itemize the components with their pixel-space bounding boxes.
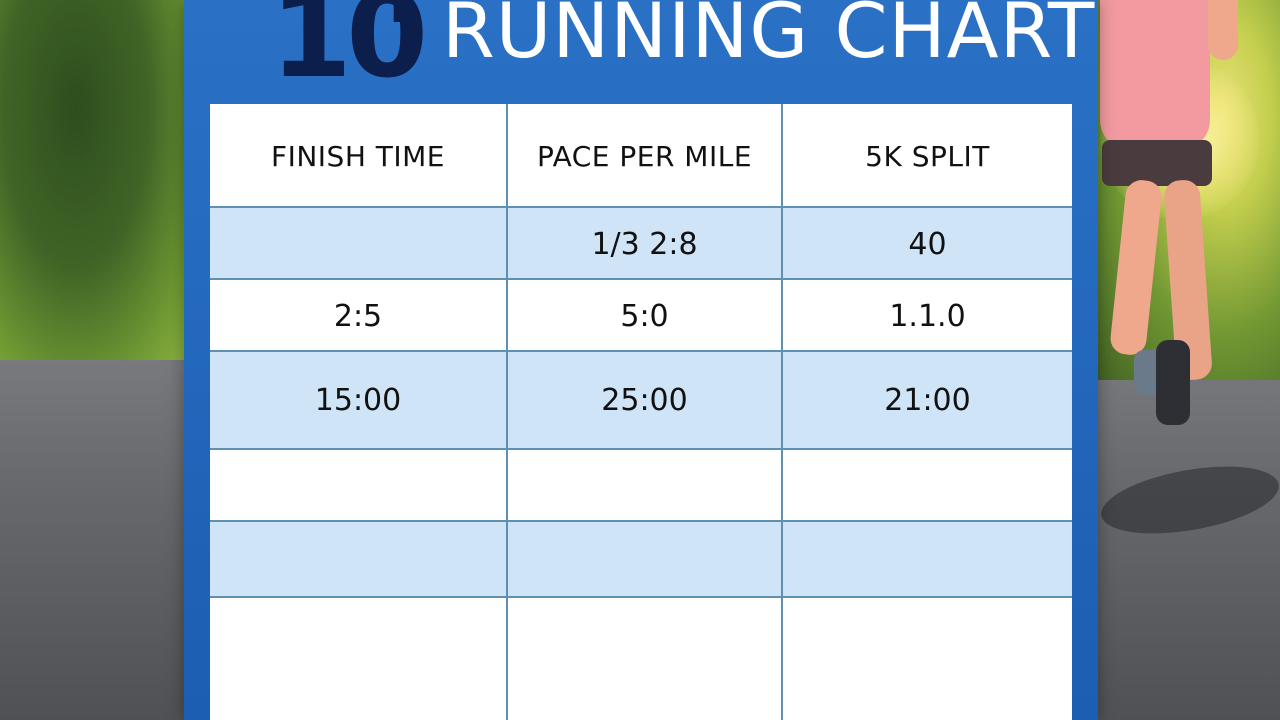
table-row: 1/3 2:8 40 [210,208,1072,280]
header-pace-per-mile: PACE PER MILE [508,104,783,208]
table-cell [783,598,1072,720]
table-row: 2:5 5:0 1.1.0 [210,280,1072,352]
title-unit: K [390,0,421,32]
trees-left [0,0,190,360]
table-cell: 1.1.0 [889,298,966,334]
table-row [210,450,1072,520]
table-header-row: FINISH TIME PACE PER MILE 5K SPLIT [210,104,1072,208]
table-cell [210,450,508,520]
running-table: FINISH TIME PACE PER MILE 5K SPLIT 1/3 2… [210,104,1072,720]
table-cell: 2:5 [210,280,508,352]
table-cell [210,208,508,280]
table-cell: 40 [908,226,947,262]
table-row [210,598,1072,720]
table-cell [508,598,783,720]
table-cell [210,598,508,720]
table-cell [508,450,783,520]
title-distance: 10 [270,0,428,104]
table-cell: 21:00 [884,382,971,418]
title-text: RUNNING CHART [442,0,1096,75]
table-cell [783,450,1072,520]
table-cell: 1/3 2:8 [508,208,783,280]
chart-panel: 10 K RUNNING CHART FINISH TIME PACE PER … [184,0,1098,720]
table-cell: 25:00 [508,352,783,448]
header-5k-split: 5K SPLIT [865,139,990,173]
table-cell [210,522,508,596]
table-row [210,522,1072,596]
table-cell [783,522,1072,596]
table-row: 15:00 25:00 21:00 [210,352,1072,448]
table-cell [508,522,783,596]
table-cell: 5:0 [508,280,783,352]
runner-figure [1090,0,1240,430]
table-cell: 15:00 [210,352,508,448]
header-finish-time: FINISH TIME [210,104,508,208]
